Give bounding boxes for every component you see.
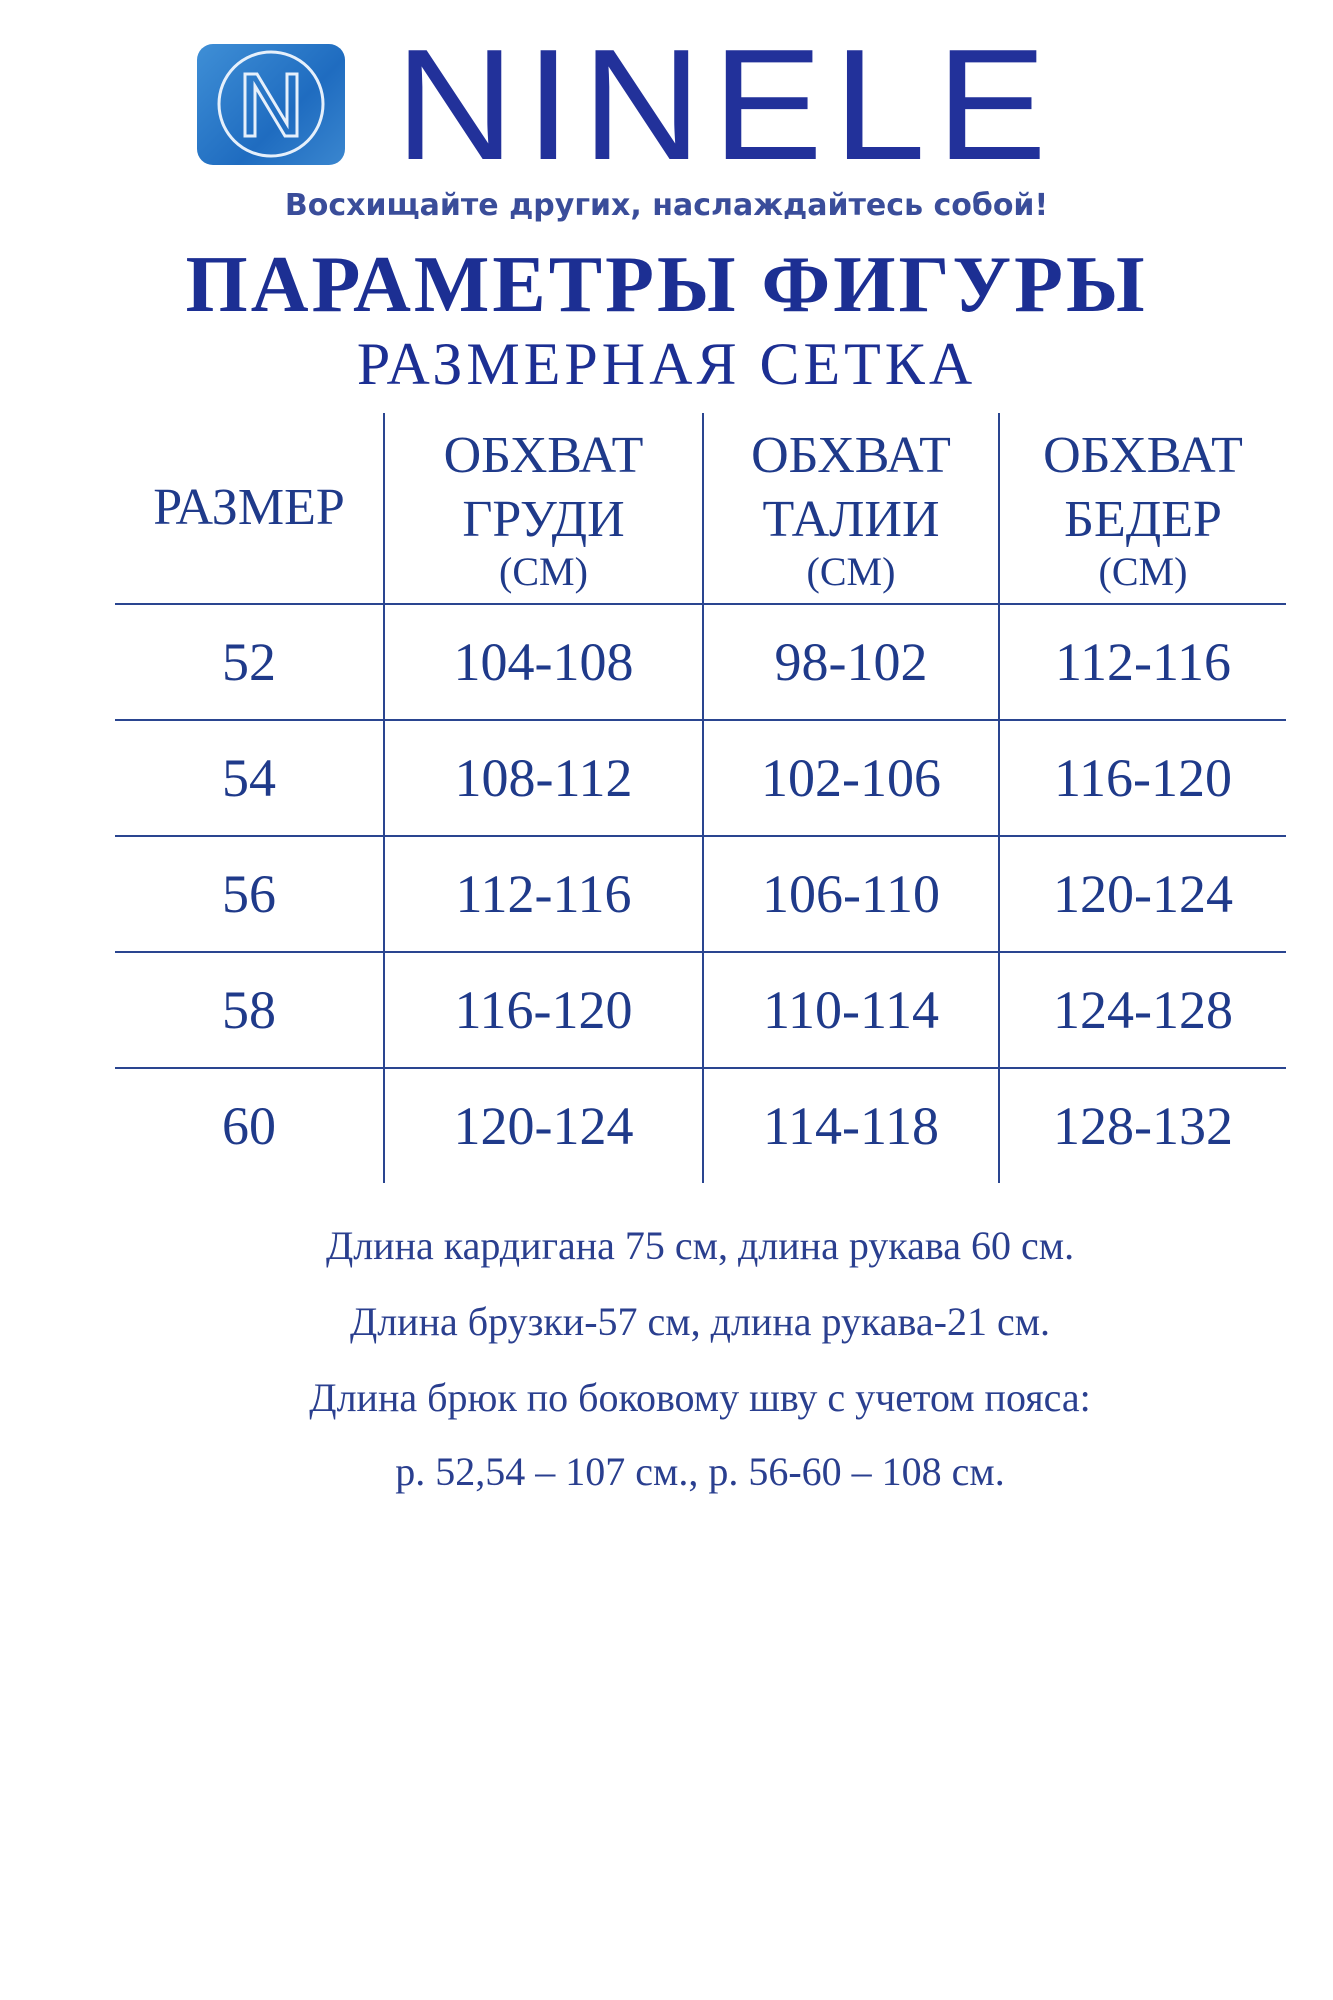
header-label: ТАЛИИ: [762, 491, 940, 548]
size-cell: 54: [115, 720, 384, 837]
table-header-row: РАЗМЕР ОБХВАТ ГРУДИ (СМ) ОБХВАТ ТАЛИИ (СМ) О…: [115, 413, 1286, 605]
chest-cell: 116-120: [383, 952, 703, 1069]
size-cell: 58: [115, 952, 384, 1069]
note-cardigan: Длина кардигана 75 см, длина рукава 60 с…: [325, 1223, 1075, 1268]
brand-tagline: Восхищайте других, наслаждайтесь собой!: [284, 188, 1049, 223]
chest-cell: 104-108: [383, 604, 703, 721]
header-label: ГРУДИ: [462, 491, 625, 548]
brand-logo-text: NINELE: [395, 17, 1058, 193]
page-title: ПАРАМЕТРЫ ФИГУРЫ: [185, 241, 1148, 329]
chest-cell: 108-112: [383, 720, 703, 837]
logo-icon: [197, 44, 345, 165]
size-chart-table: РАЗМЕР ОБХВАТ ГРУДИ (СМ) ОБХВАТ ТАЛИИ (СМ) О…: [115, 413, 1286, 1183]
chest-cell: 120-124: [383, 1068, 703, 1183]
header-size: РАЗМЕР: [115, 413, 384, 605]
header-unit: (СМ): [1098, 549, 1188, 594]
table-row: 58 116-120 110-114 124-128: [115, 952, 1286, 1069]
table-row: 52 104-108 98-102 112-116: [115, 604, 1286, 721]
waist-cell: 98-102: [702, 604, 999, 721]
size-cell: 52: [115, 604, 384, 721]
size-cell: 56: [115, 836, 384, 953]
table-row: 54 108-112 102-106 116-120: [115, 720, 1286, 837]
waist-cell: 110-114: [702, 952, 999, 1069]
waist-cell: 106-110: [702, 836, 999, 953]
header-label: РАЗМЕР: [153, 479, 345, 536]
table-row: 60 120-124 114-118 128-132: [115, 1068, 1286, 1183]
header-label: ОБХВАТ: [1043, 427, 1243, 484]
note-trousers: Длина брюк по боковому шву с учетом пояс…: [309, 1375, 1091, 1420]
hips-cell: 112-116: [998, 604, 1286, 721]
note-blouse: Длина брузки-57 см, длина рукава-21 см.: [349, 1299, 1051, 1344]
header-unit: (СМ): [806, 549, 896, 594]
header-unit: (СМ): [499, 549, 588, 594]
chest-cell: 112-116: [383, 836, 703, 953]
header-chest: ОБХВАТ ГРУДИ (СМ): [383, 413, 703, 605]
page-subtitle: РАЗМЕРНАЯ СЕТКА: [356, 331, 977, 397]
header-hips: ОБХВАТ БЕДЕР (СМ): [998, 413, 1286, 605]
header-label: ОБХВАТ: [751, 427, 951, 484]
hips-cell: 124-128: [998, 952, 1286, 1069]
waist-cell: 102-106: [702, 720, 999, 837]
hips-cell: 128-132: [998, 1068, 1286, 1183]
table-row: 56 112-116 106-110 120-124: [115, 836, 1286, 953]
hips-cell: 116-120: [998, 720, 1286, 837]
header-waist: ОБХВАТ ТАЛИИ (СМ): [702, 413, 999, 605]
header-label: БЕДЕР: [1064, 491, 1222, 548]
hips-cell: 120-124: [998, 836, 1286, 953]
note-trousers-sizes: р. 52,54 – 107 см., р. 56-60 – 108 см.: [395, 1449, 1005, 1494]
size-cell: 60: [222, 1096, 276, 1156]
header-label: ОБХВАТ: [443, 427, 644, 484]
waist-cell: 114-118: [702, 1068, 999, 1183]
